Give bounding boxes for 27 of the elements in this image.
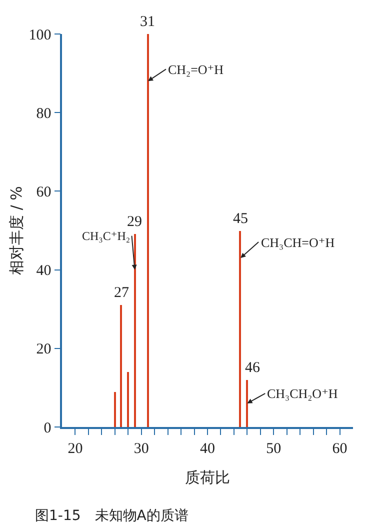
bar	[127, 372, 129, 427]
annotation: CH₃C⁺H₂	[82, 229, 130, 243]
bar	[239, 231, 241, 427]
y-tick-label: 40	[36, 263, 52, 280]
y-tick-label: 20	[36, 342, 52, 358]
x-axis-title: 质荷比	[185, 468, 230, 486]
caption: 图1-15 未知物A的质谱	[35, 508, 188, 523]
annotation: CH₃CH=O⁺H	[261, 235, 335, 250]
annotation: 27	[114, 285, 130, 301]
x-tick-label: 50	[266, 440, 282, 457]
y-tick-label: 80	[36, 106, 52, 122]
annotation: 31	[140, 14, 155, 30]
x-tick-label: 60	[332, 440, 348, 457]
annotation: 45	[233, 211, 248, 227]
y-tick-label: 0	[44, 420, 52, 436]
bar	[114, 392, 116, 427]
x-tick-label: 20	[68, 440, 83, 457]
bar	[120, 305, 122, 427]
annotation: CH₂=O⁺H	[168, 62, 224, 77]
x-tick-label: 30	[134, 440, 149, 457]
annotation: CH₃CH₂O⁺H	[267, 386, 338, 401]
x-tick-label: 40	[200, 440, 215, 457]
annotation: 29	[127, 214, 142, 230]
y-tick-label: 100	[28, 27, 52, 44]
annotation: 46	[245, 360, 260, 376]
y-axis-title: 相对丰度 / %	[8, 186, 26, 275]
y-tick-label: 60	[36, 184, 52, 200]
